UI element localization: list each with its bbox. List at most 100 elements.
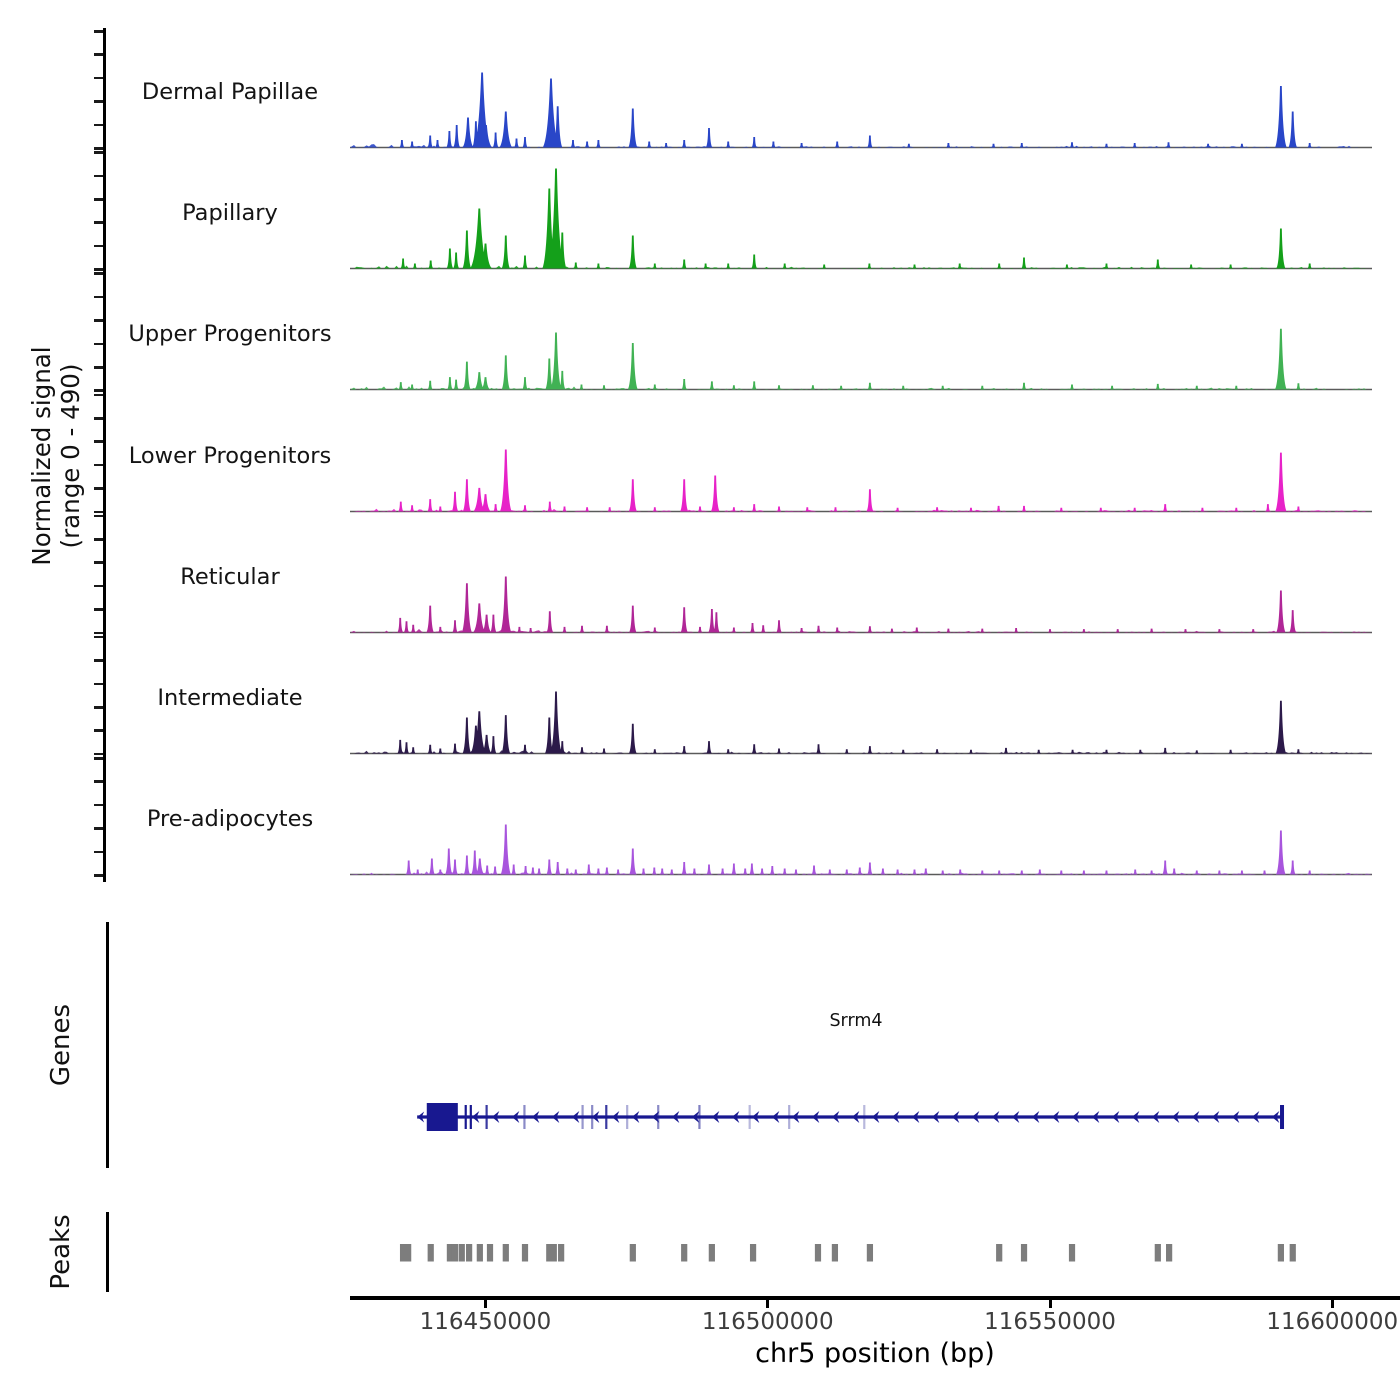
y-axis-tick [94,850,103,854]
peak-region [1154,1244,1161,1262]
track-label-dermal-papillae: Dermal Papillae [141,79,319,105]
track-label-papillary: Papillary [182,200,278,227]
genes-panel-label: Genes [46,1003,76,1087]
peak-region [550,1244,557,1262]
y-axis-tick [94,706,103,709]
y-axis-tick [94,295,103,299]
y-axis-tick [94,561,103,565]
peak-regions-track [399,1244,1296,1262]
signal-y-axis-label: Normalized signal (range 0 - 490) [27,256,85,656]
peaks-panel-axis-bar [106,1212,109,1292]
x-axis-tick [766,1300,770,1308]
x-axis-tick-label: 116450000 [419,1309,552,1335]
y-axis-tick [94,752,103,756]
y-axis-tick [94,584,103,588]
peak-region [466,1244,473,1262]
y-axis-tick [94,76,103,80]
y-axis-tick [94,342,103,346]
peak-region [708,1244,715,1262]
y-axis-tick [94,780,103,783]
y-axis-tick [94,659,103,662]
peak-region [1289,1244,1296,1262]
x-axis-tick-label: 116600000 [1266,1309,1399,1335]
signal-track-pre-adipocytes [350,824,1372,876]
track-label-upper-progenitors: Upper Progenitors [128,321,332,348]
y-axis-tick [94,416,103,420]
y-axis-tick [94,827,103,830]
y-axis-tick [94,631,103,635]
peak-region [814,1244,822,1262]
peaks-panel-label: Peaks [46,1214,76,1290]
y-axis-tick [94,221,103,224]
signal-track-lower-progenitors [350,449,1372,512]
x-axis-tick-label: 116550000 [984,1309,1116,1335]
x-axis-tick [1330,1300,1334,1308]
x-axis-title: chr5 position (bp) [755,1338,995,1369]
y-axis-tick [94,440,103,443]
y-axis-tick [94,244,103,248]
y-axis-tick [94,268,103,271]
peak-region [399,1244,407,1262]
peak-region [521,1244,529,1262]
peak-region [1020,1244,1028,1262]
peak-region [427,1244,434,1262]
peak-region [1277,1244,1284,1262]
y-axis-tick [94,197,103,201]
y-axis-tick [94,393,103,397]
peak-region [1166,1244,1173,1262]
y-axis-tick [94,510,103,514]
gene-name-srrm4: Srrm4 [829,1011,883,1031]
x-axis-tick [1048,1300,1052,1308]
gene-model-srrm4 [417,1103,1285,1131]
peak-region [629,1244,636,1262]
y-axis-tick [94,514,103,518]
signal-y-axis-line [103,28,106,882]
peak-region [749,1244,757,1262]
x-axis-tick-label: 116500000 [701,1309,834,1335]
y-axis-tick [94,635,103,639]
peak-region [558,1244,565,1262]
peak-region [866,1244,874,1262]
y-axis-tick [94,151,103,154]
y-axis-tick [94,272,103,275]
peak-region [1068,1244,1076,1262]
peak-region [831,1244,839,1262]
y-axis-tick [94,147,103,150]
y-axis-tick [94,389,103,392]
peak-region [446,1244,454,1262]
peak-region [405,1244,412,1262]
signal-track-papillary [350,168,1372,270]
peak-region [476,1244,483,1262]
genes-panel-axis-bar [106,922,109,1168]
y-axis-tick [94,682,103,686]
y-axis-tick [94,608,103,611]
peak-region [996,1244,1003,1262]
y-axis-tick [94,100,103,103]
y-axis-tick [94,365,103,369]
y-axis-tick [94,123,103,127]
signal-y-axis-label-line1: Normalized signal [27,346,56,566]
track-label-lower-progenitors: Lower Progenitors [128,442,332,469]
y-axis-tick [94,53,103,56]
y-axis-tick [94,463,103,467]
y-axis-tick [94,874,103,877]
track-label-pre-adipocytes: Pre-adipocytes [146,806,314,833]
x-axis-line [350,1296,1400,1300]
peak-region [502,1244,509,1262]
track-label-intermediate: Intermediate [157,684,303,711]
y-axis-tick [94,30,103,33]
signal-track-upper-progenitors [350,329,1372,391]
signal-track-intermediate [350,691,1372,755]
signal-track-dermal-papillae [350,72,1372,149]
peak-region [451,1244,459,1262]
peak-region [486,1244,494,1262]
y-axis-tick [94,487,103,490]
signal-track-reticular [350,576,1372,633]
peak-region [681,1244,688,1262]
track-label-reticular: Reticular [180,563,280,590]
x-axis-tick [483,1300,487,1308]
y-axis-tick [94,729,103,733]
signal-y-axis-label-line2: (range 0 - 490) [55,363,85,549]
y-axis-tick [94,174,103,178]
